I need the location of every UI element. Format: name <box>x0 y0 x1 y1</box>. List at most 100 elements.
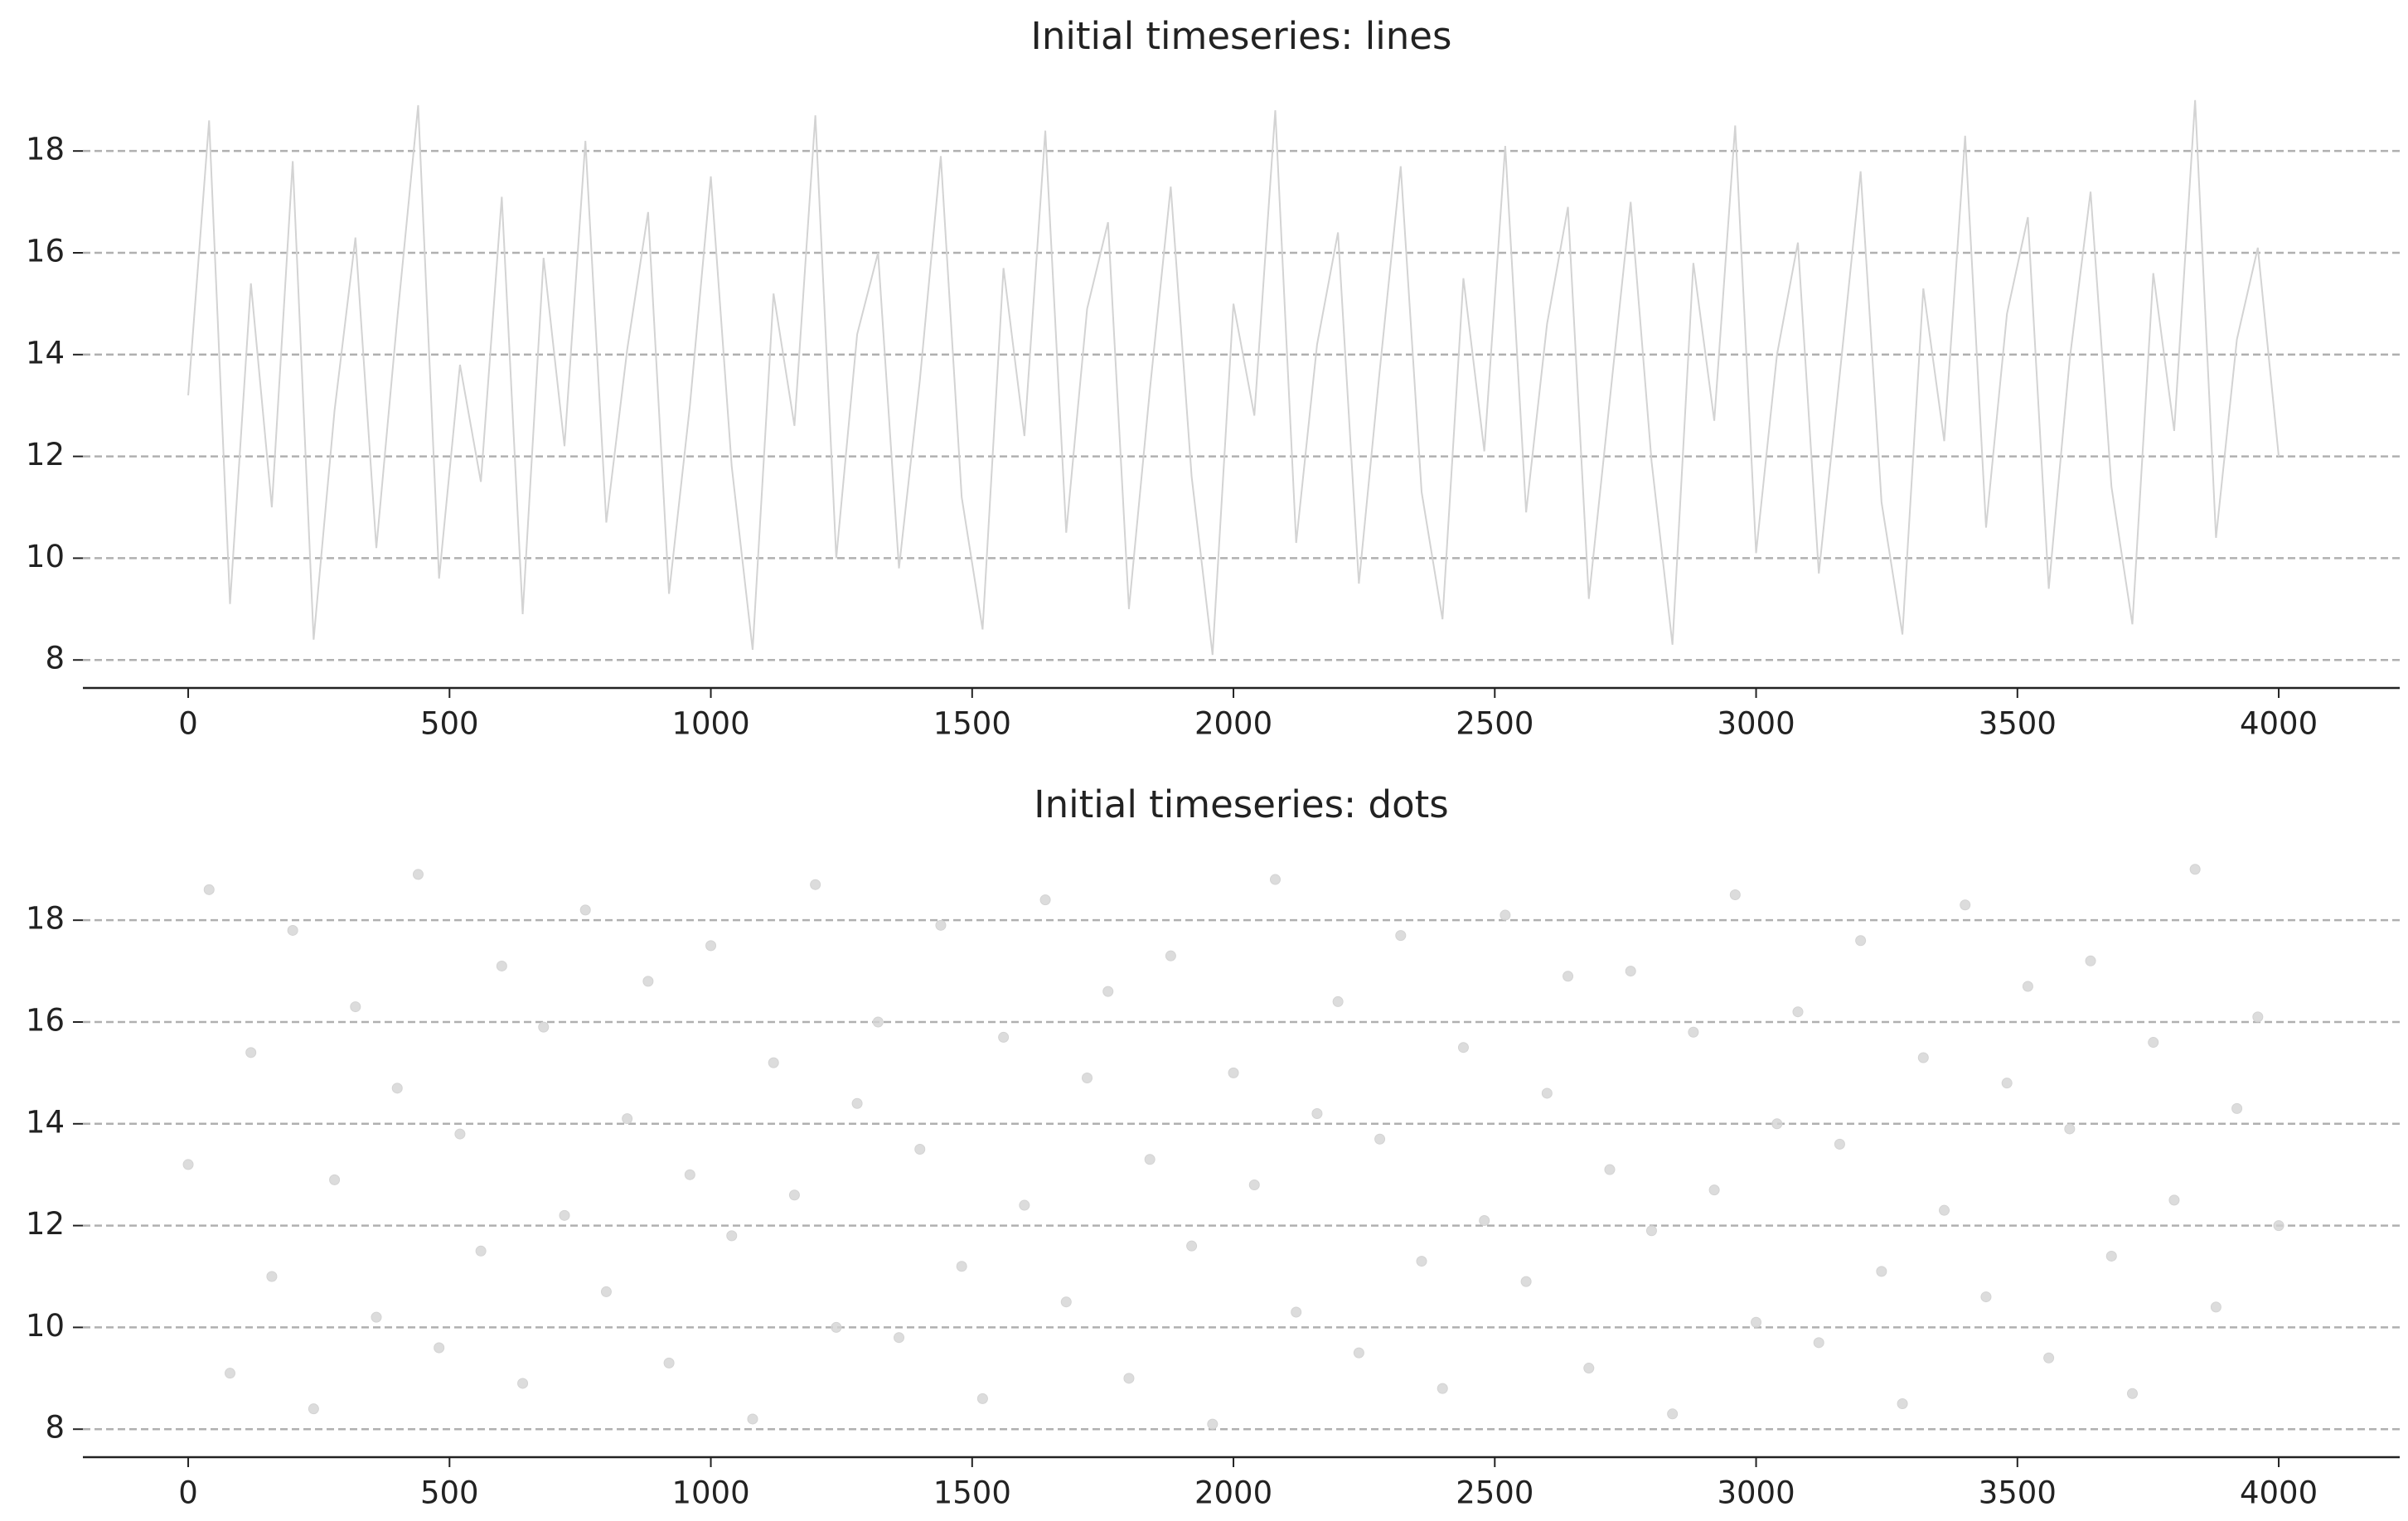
dot <box>600 1286 612 1297</box>
dot <box>976 1393 988 1404</box>
dot <box>2001 1078 2013 1089</box>
chart-title: Initial timeseries: lines <box>1031 14 1452 58</box>
x-tick-label: 1000 <box>671 706 749 742</box>
x-tick-label: 500 <box>420 1475 479 1511</box>
dot <box>1771 1118 1783 1130</box>
dot <box>1980 1291 1992 1303</box>
x-tick-label: 3500 <box>1979 1475 2057 1511</box>
dot <box>475 1245 487 1257</box>
dot <box>1876 1266 1887 1277</box>
dot <box>622 1113 633 1125</box>
y-tick-label: 12 <box>26 437 65 472</box>
dot <box>224 1368 235 1379</box>
x-tick-label: 0 <box>178 706 198 742</box>
x-tick-label: 0 <box>178 1475 198 1511</box>
dot <box>851 1097 863 1109</box>
dot <box>203 884 215 895</box>
dot <box>1457 1042 1469 1054</box>
dot <box>559 1209 570 1221</box>
dot <box>1082 1073 1093 1084</box>
y-tick-label: 12 <box>26 1206 65 1242</box>
x-tick-label: 1500 <box>933 706 1011 742</box>
dot <box>1604 1164 1616 1175</box>
dot <box>1520 1276 1532 1287</box>
dot <box>894 1332 905 1344</box>
dot <box>2148 1037 2159 1049</box>
dot <box>2252 1011 2264 1023</box>
dot <box>956 1261 967 1272</box>
series-line <box>187 99 2280 656</box>
dot <box>2273 1220 2284 1232</box>
dot <box>831 1321 842 1333</box>
x-tick-label: 2500 <box>1456 706 1533 742</box>
dot <box>1855 935 1867 947</box>
dot <box>1479 1214 1490 1226</box>
dot <box>788 1189 800 1201</box>
dot <box>1207 1418 1219 1430</box>
dot <box>1792 1006 1804 1018</box>
dot <box>391 1083 403 1094</box>
dot <box>1563 971 1574 982</box>
dot <box>329 1174 341 1185</box>
dot <box>454 1128 466 1140</box>
dot <box>350 1001 361 1013</box>
y-tick-label: 10 <box>26 1308 65 1344</box>
y-tick-label: 8 <box>45 641 65 676</box>
dot <box>914 1144 926 1155</box>
dot <box>434 1342 445 1354</box>
x-tick-label: 3000 <box>1717 1475 1795 1511</box>
dot <box>684 1169 695 1180</box>
dot <box>1751 1316 1762 1328</box>
chart-title: Initial timeseries: dots <box>1034 782 1448 826</box>
x-tick-label: 3500 <box>1979 706 2057 742</box>
dot <box>496 960 507 971</box>
dot <box>2231 1102 2243 1114</box>
dot <box>2168 1194 2180 1206</box>
x-tick-label: 2500 <box>1456 1475 1533 1511</box>
dot <box>998 1031 1010 1043</box>
x-tick-label: 4000 <box>2240 1475 2318 1511</box>
dot <box>705 940 717 952</box>
dot <box>1917 1052 1929 1063</box>
y-tick-label: 18 <box>26 132 65 167</box>
dot <box>2043 1352 2055 1364</box>
dot <box>1039 894 1051 906</box>
dot <box>1395 930 1407 942</box>
dot <box>1834 1138 1845 1150</box>
dot <box>2105 1250 2117 1262</box>
dot <box>1165 950 1176 962</box>
dot <box>412 869 424 880</box>
dot <box>2085 955 2096 966</box>
x-tick-label: 3000 <box>1717 706 1795 742</box>
dot <box>872 1016 884 1028</box>
dot <box>1291 1306 1302 1318</box>
dot <box>1437 1383 1448 1394</box>
dot <box>2210 1301 2221 1313</box>
x-tick-label: 4000 <box>2240 706 2318 742</box>
dot <box>2189 864 2201 875</box>
dot <box>308 1403 319 1415</box>
y-tick-label: 8 <box>45 1410 65 1446</box>
dot <box>1060 1296 1072 1308</box>
y-tick-label: 14 <box>26 1104 65 1140</box>
dot <box>1248 1179 1260 1190</box>
dot <box>1019 1199 1030 1211</box>
dot <box>810 879 821 890</box>
y-tick-label: 14 <box>26 335 65 371</box>
y-tick-label: 18 <box>26 901 65 937</box>
dot <box>517 1378 529 1389</box>
dot <box>287 924 298 936</box>
dot <box>747 1413 758 1425</box>
dot <box>1500 909 1511 921</box>
dot <box>1311 1108 1323 1120</box>
dot <box>1939 1204 1950 1216</box>
y-tick-label: 16 <box>26 233 65 269</box>
y-tick-label: 16 <box>26 1002 65 1038</box>
dot <box>1102 986 1114 997</box>
x-tick-label: 2000 <box>1194 706 1272 742</box>
dot <box>1353 1347 1364 1359</box>
dot <box>2022 981 2033 992</box>
dot <box>245 1047 257 1058</box>
dot <box>1416 1256 1427 1267</box>
